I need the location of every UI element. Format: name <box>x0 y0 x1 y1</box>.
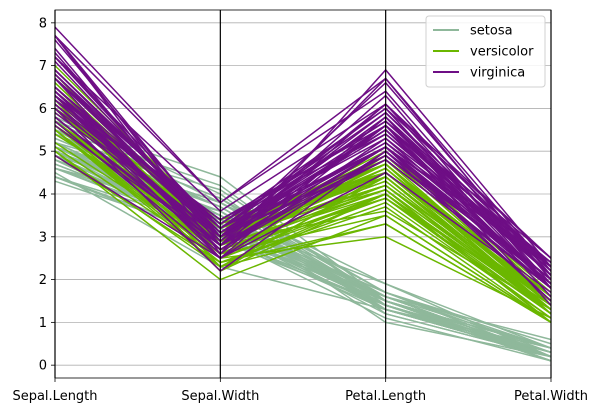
series-line <box>54 77 552 264</box>
series-line <box>54 129 552 323</box>
series-lines <box>54 26 552 362</box>
y-tick-label: 3 <box>39 230 47 245</box>
series-line <box>54 99 552 268</box>
series-line <box>54 86 552 281</box>
series-line <box>54 154 552 294</box>
series-line <box>54 56 552 259</box>
x-tick-label: Sepal.Length <box>12 389 97 404</box>
series-line <box>54 77 552 259</box>
legend-box <box>425 15 546 88</box>
series-line <box>54 146 552 319</box>
legend-label-setosa: setosa <box>470 24 513 39</box>
y-tick-label: 1 <box>39 316 47 331</box>
legend-label-virginica: virginica <box>470 66 525 81</box>
series-line <box>54 35 552 272</box>
y-tick-label: 0 <box>39 359 47 374</box>
x-tick-label: Sepal.Width <box>181 389 259 404</box>
y-tick-label: 4 <box>39 188 47 203</box>
legend-label-versicolor: versicolor <box>470 45 534 60</box>
y-tick-label: 6 <box>39 102 47 117</box>
x-tick-label: Petal.Width <box>514 389 588 404</box>
axes: 0 1 2 3 4 5 6 7 8 Sepal.Length Sepal.Width Petal.Le… <box>12 9 588 404</box>
y-tick-label: 7 <box>39 59 47 74</box>
y-tick-label: 8 <box>39 16 47 31</box>
y-tick-label: 2 <box>39 273 47 288</box>
legend: setosa versicolor virginica <box>425 15 546 88</box>
series-line <box>54 90 552 272</box>
x-tick-label: Petal.Length <box>345 389 426 404</box>
series-line <box>54 112 552 289</box>
series-line <box>54 107 552 302</box>
y-tick-label: 5 <box>39 145 47 160</box>
series-line <box>54 150 552 324</box>
series-line <box>54 116 552 285</box>
series-line <box>54 129 552 311</box>
series-line <box>54 35 552 281</box>
series-virginica <box>54 26 552 306</box>
